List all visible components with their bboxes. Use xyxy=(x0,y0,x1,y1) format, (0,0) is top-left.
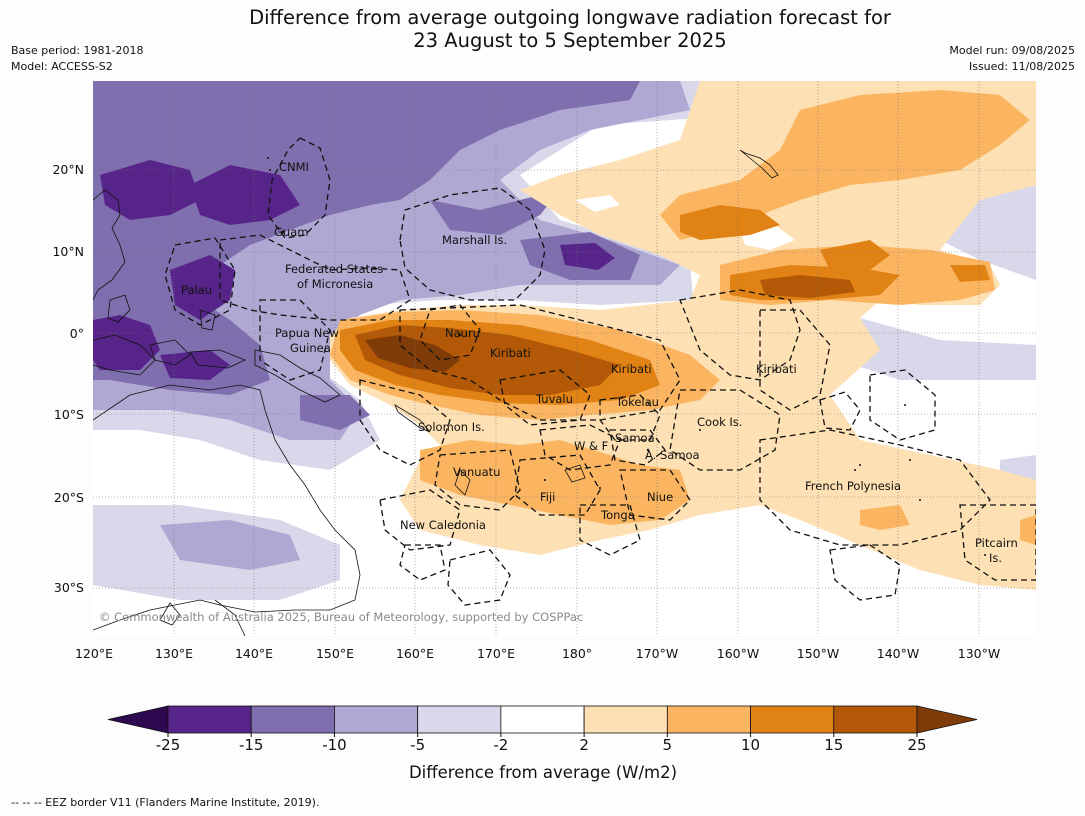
colorbar-segment xyxy=(833,705,918,734)
label-kiribati-central: Kiribati xyxy=(611,362,652,376)
label-french-polynesia: French Polynesia xyxy=(805,479,901,493)
place-labels: CNMI Guam Marshall Is. Federated States … xyxy=(181,160,1018,565)
colorbar-segment xyxy=(666,705,751,734)
graticule xyxy=(93,81,1036,636)
label-samoa: Samoa xyxy=(615,431,655,445)
longitude-labels: 120°E 130°E 140°E 150°E 160°E 170°E 180°… xyxy=(75,646,1000,661)
lon-label-160w: 160°W xyxy=(717,646,759,661)
eez-footnote: -- -- -- EEZ border V11 (Flanders Marine… xyxy=(11,796,320,809)
colorbar-tick-label: -15 xyxy=(239,736,264,754)
colorbar-tick-label: -2 xyxy=(493,736,508,754)
positive-anomaly-field xyxy=(330,81,1036,590)
label-niue: Niue xyxy=(647,490,673,504)
map-panel: CNMI Guam Marshall Is. Federated States … xyxy=(93,81,1036,636)
lon-label-180: 180° xyxy=(562,646,592,661)
lat-label-20n: 20°N xyxy=(52,162,84,177)
colorbar-label: Difference from average (W/m2) xyxy=(409,763,677,782)
label-wallis-futuna: W & F xyxy=(574,439,608,453)
label-new-caledonia: New Caledonia xyxy=(400,518,486,532)
lat-label-0: 0° xyxy=(70,326,84,341)
label-pitcairn-line1: Pitcairn xyxy=(975,536,1018,550)
label-kiribati-east: Kiribati xyxy=(756,362,797,376)
label-cnmi: CNMI xyxy=(279,160,309,174)
label-png-line2: Guinea xyxy=(290,341,331,355)
colorbar-tick-label: 15 xyxy=(824,736,843,754)
lon-label-160e: 160°E xyxy=(396,646,434,661)
label-fsm-line1: Federated States xyxy=(285,262,383,276)
label-vanuatu: Vanuatu xyxy=(453,465,500,479)
model-run: Model run: 09/08/2025 xyxy=(949,44,1075,57)
latitude-labels: 20°N 10°N 0° 10°S 20°S 30°S xyxy=(52,162,84,595)
colorbar-tick-label: -25 xyxy=(156,736,181,754)
lon-label-170w: 170°W xyxy=(636,646,678,661)
meta-right: Model run: 09/08/2025 Issued: 11/08/2025 xyxy=(949,43,1075,75)
label-pitcairn-line2: Is. xyxy=(989,551,1002,565)
base-period: Base period: 1981-2018 xyxy=(11,44,144,57)
chart-title: Difference from average outgoing longwav… xyxy=(0,6,1085,52)
colorbar-segment xyxy=(500,705,585,734)
label-fsm-line2: of Micronesia xyxy=(297,277,373,291)
lat-label-20s: 20°S xyxy=(54,490,84,505)
label-palau: Palau xyxy=(181,283,212,297)
colorbar-tick-label: -10 xyxy=(322,736,347,754)
colorbar: -25 -15 -10 -5 -2 2 5 10 15 25 xyxy=(107,705,978,754)
model-name: Model: ACCESS-S2 xyxy=(11,60,113,73)
colorbar-segment xyxy=(334,705,419,734)
label-nauru: Nauru xyxy=(445,326,480,340)
lat-label-10n: 10°N xyxy=(52,244,84,259)
lat-label-10s: 10°S xyxy=(54,407,84,422)
lon-label-170e: 170°E xyxy=(477,646,515,661)
label-kiribati-west: Kiribati xyxy=(490,346,531,360)
colorbar-extend-low xyxy=(107,705,169,734)
colorbar-tick-label: 25 xyxy=(907,736,926,754)
colorbar-tick-label: 5 xyxy=(663,736,673,754)
label-solomon-is: Solomon Is. xyxy=(418,420,485,434)
negative-anomaly-field xyxy=(93,81,1036,600)
coastlines xyxy=(93,149,779,636)
lon-label-150e: 150°E xyxy=(316,646,354,661)
copyright-notice: © Commonwealth of Australia 2025, Bureau… xyxy=(99,610,583,624)
issued-date: Issued: 11/08/2025 xyxy=(968,60,1075,73)
label-guam: Guam xyxy=(274,225,308,239)
colorbar-extend-high xyxy=(916,705,978,734)
label-tuvalu: Tuvalu xyxy=(535,392,573,406)
colorbar-segment xyxy=(250,705,335,734)
small-islands xyxy=(267,157,986,556)
colorbar-segment xyxy=(750,705,835,734)
colorbar-segment xyxy=(583,705,668,734)
lon-label-140w: 140°W xyxy=(877,646,919,661)
label-tonga: Tonga xyxy=(600,508,635,522)
title-line-2: 23 August to 5 September 2025 xyxy=(413,29,727,52)
label-cook-is: Cook Is. xyxy=(697,415,742,429)
label-png-line1: Papua New xyxy=(275,326,339,340)
label-tokelau: Tokelau xyxy=(615,395,659,409)
colorbar-segment xyxy=(167,705,252,734)
lon-label-130e: 130°E xyxy=(155,646,193,661)
label-fiji: Fiji xyxy=(540,490,555,504)
colorbar-segment xyxy=(417,705,502,734)
colorbar-tick-label: 10 xyxy=(741,736,760,754)
lat-label-30s: 30°S xyxy=(54,580,84,595)
lon-label-140e: 140°E xyxy=(235,646,273,661)
colorbar-tick-label: -5 xyxy=(410,736,425,754)
lon-label-120e: 120°E xyxy=(75,646,113,661)
colorbar-tick-label: 2 xyxy=(579,736,589,754)
label-american-samoa: A. Samoa xyxy=(645,448,700,462)
eez-borders xyxy=(164,137,1036,606)
title-line-1: Difference from average outgoing longwav… xyxy=(249,6,891,29)
lon-label-150w: 150°W xyxy=(797,646,839,661)
meta-left: Base period: 1981-2018 Model: ACCESS-S2 xyxy=(11,43,143,75)
label-marshall-is: Marshall Is. xyxy=(442,233,507,247)
lon-label-130w: 130°W xyxy=(958,646,1000,661)
